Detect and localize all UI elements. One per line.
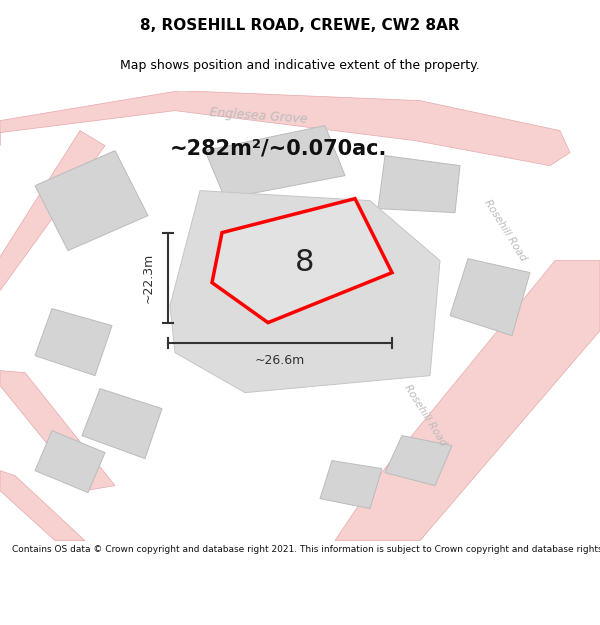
Text: Rosehill Road: Rosehill Road [482,198,528,263]
Text: 8: 8 [295,248,315,277]
Text: ~282m²/~0.070ac.: ~282m²/~0.070ac. [169,139,386,159]
Polygon shape [205,126,345,199]
Text: Map shows position and indicative extent of the property.: Map shows position and indicative extent… [120,59,480,72]
Text: ~26.6m: ~26.6m [255,354,305,367]
Polygon shape [0,131,105,291]
Text: Rosehill Road: Rosehill Road [402,383,448,448]
Polygon shape [212,199,392,322]
Text: 8, ROSEHILL ROAD, CREWE, CW2 8AR: 8, ROSEHILL ROAD, CREWE, CW2 8AR [140,18,460,33]
Polygon shape [378,156,460,212]
Text: Contains OS data © Crown copyright and database right 2021. This information is : Contains OS data © Crown copyright and d… [12,545,600,554]
Polygon shape [35,431,105,492]
Polygon shape [170,191,440,392]
Polygon shape [0,471,85,541]
Polygon shape [320,461,382,509]
Polygon shape [450,259,530,336]
Text: ~22.3m: ~22.3m [142,253,155,302]
Polygon shape [0,371,115,491]
Polygon shape [385,436,452,486]
Polygon shape [335,261,600,541]
Polygon shape [35,151,148,251]
Text: Englesea Grove: Englesea Grove [209,106,307,126]
Polygon shape [0,91,570,166]
Polygon shape [35,309,112,376]
Polygon shape [82,389,162,459]
